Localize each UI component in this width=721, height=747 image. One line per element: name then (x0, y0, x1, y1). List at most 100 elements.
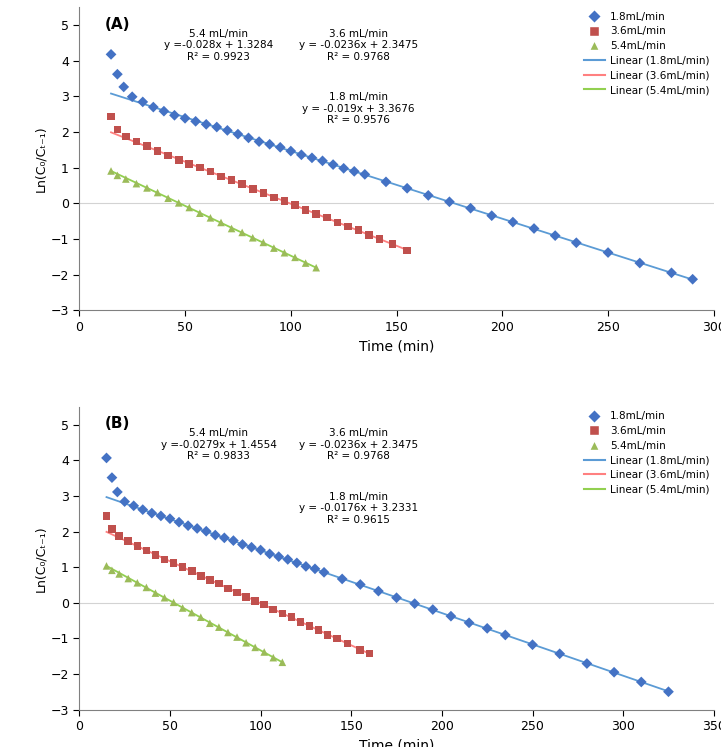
Point (162, 192, 174, 204)
Point (246, 542, 257, 554)
Text: 1.8 mL/min
y = -0.019x + 3.3676
R² = 0.9576: 1.8 mL/min y = -0.019x + 3.3676 R² = 0.9… (302, 92, 415, 125)
Point (286, 611, 297, 623)
Point (195, 611, 206, 623)
Point (337, 573, 348, 585)
Point (173, 154, 185, 166)
Point (257, 187, 269, 199)
Point (101, 510, 112, 522)
Point (231, 631, 243, 643)
Point (119, 495, 131, 507)
Point (164, 512, 176, 524)
Point (137, 503, 149, 515)
Point (106, 564, 118, 576)
Point (131, 577, 143, 589)
Point (105, 165, 117, 177)
Point (486, 210, 497, 222)
Point (126, 91, 138, 103)
Point (141, 545, 152, 557)
Point (247, 232, 259, 244)
Point (204, 574, 216, 586)
Point (402, 244, 413, 256)
Point (150, 587, 162, 599)
Point (168, 557, 180, 569)
Point (321, 211, 332, 223)
Point (131, 178, 142, 190)
Point (267, 651, 279, 663)
Point (258, 646, 270, 658)
Point (255, 544, 266, 556)
Point (549, 229, 561, 241)
Point (373, 585, 384, 597)
Point (216, 217, 227, 229)
Point (300, 204, 311, 216)
Point (500, 629, 511, 641)
Point (247, 183, 259, 195)
Point (236, 539, 248, 551)
Point (232, 128, 244, 140)
Point (226, 223, 237, 235)
Point (602, 247, 614, 258)
Point (200, 118, 212, 130)
Point (150, 549, 162, 561)
Point (226, 174, 237, 186)
Text: (A): (A) (105, 16, 131, 31)
Point (507, 216, 518, 228)
Point (289, 252, 301, 264)
Point (146, 507, 158, 519)
Point (609, 666, 620, 678)
Point (581, 657, 593, 669)
Point (113, 568, 125, 580)
Point (148, 101, 159, 113)
Point (527, 639, 539, 651)
Point (253, 136, 265, 148)
Point (300, 560, 311, 572)
Point (331, 633, 342, 645)
Point (236, 226, 248, 238)
Point (332, 217, 343, 229)
Point (123, 535, 134, 547)
Y-axis label: Ln(C₀/Cₜ₋₁): Ln(C₀/Cₜ₋₁) (35, 125, 48, 192)
Point (445, 610, 456, 622)
Point (228, 535, 239, 547)
Point (264, 548, 275, 560)
Point (687, 273, 699, 285)
Point (112, 170, 123, 182)
Point (194, 161, 205, 173)
Text: (B): (B) (105, 416, 130, 431)
Point (141, 182, 153, 194)
Point (173, 197, 185, 209)
Point (205, 212, 216, 224)
Point (106, 523, 118, 535)
Point (342, 638, 353, 650)
Point (300, 257, 311, 269)
Point (105, 111, 117, 123)
Point (120, 131, 132, 143)
Point (184, 202, 195, 214)
Point (363, 648, 375, 660)
Point (464, 617, 475, 629)
Point (279, 247, 291, 258)
Point (268, 242, 280, 254)
Point (279, 195, 291, 207)
Point (482, 622, 493, 634)
Point (380, 176, 392, 187)
Text: 5.4 mL/min
y =-0.028x + 1.3284
R² = 0.9923: 5.4 mL/min y =-0.028x + 1.3284 R² = 0.99… (164, 28, 273, 62)
Point (195, 570, 206, 582)
Point (177, 561, 188, 573)
Point (231, 586, 243, 598)
Text: 3.6 mL/min
y = -0.0236x + 2.3475
R² = 0.9768: 3.6 mL/min y = -0.0236x + 2.3475 R² = 0.… (299, 428, 418, 462)
Point (158, 105, 169, 117)
Point (105, 49, 117, 61)
Point (200, 525, 212, 537)
Point (317, 155, 328, 167)
Point (309, 562, 321, 574)
Point (112, 123, 123, 135)
Point (277, 607, 288, 619)
Point (258, 598, 270, 610)
Point (243, 132, 255, 144)
Point (465, 202, 477, 214)
Point (123, 572, 134, 584)
Point (210, 529, 221, 541)
Point (267, 604, 279, 616)
Point (218, 532, 230, 544)
